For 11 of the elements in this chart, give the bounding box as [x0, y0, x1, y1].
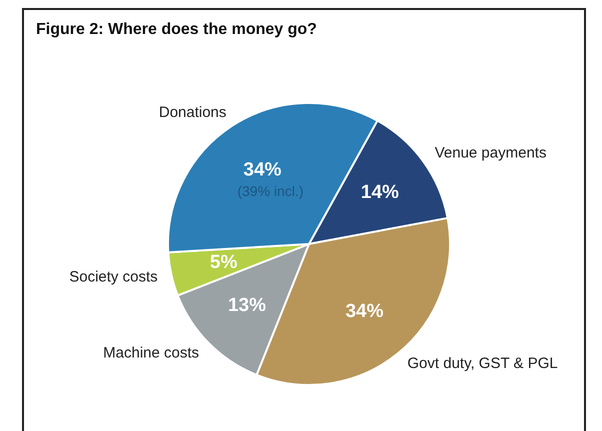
data-label: 5%	[210, 252, 238, 274]
slice-label: Donations	[158, 104, 226, 121]
data-label: 14%	[360, 182, 400, 204]
slice-label: Society costs	[69, 268, 158, 286]
data-label: 13%	[228, 294, 266, 316]
slice-label: Govt duty, GST & PGL	[407, 354, 558, 372]
data-label: 34%	[345, 300, 384, 322]
slice-label: Venue payments	[434, 144, 546, 162]
chart-title: Figure 2: Where does the money go?	[36, 21, 317, 39]
data-label: 34%	[243, 159, 282, 180]
slice-label: Machine costs	[103, 344, 200, 362]
